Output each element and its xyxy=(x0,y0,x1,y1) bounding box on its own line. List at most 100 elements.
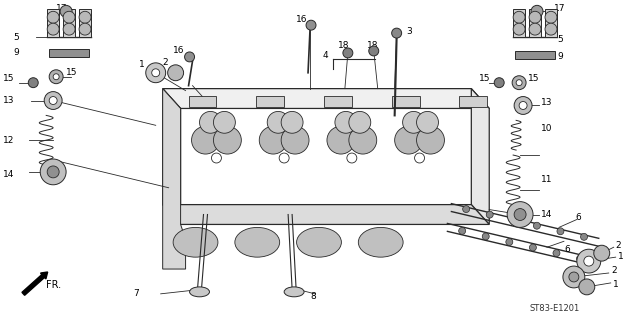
Polygon shape xyxy=(163,89,489,108)
Circle shape xyxy=(281,111,303,133)
Circle shape xyxy=(514,97,532,114)
Text: 1: 1 xyxy=(618,252,623,261)
Circle shape xyxy=(335,111,357,133)
Circle shape xyxy=(529,11,541,23)
Circle shape xyxy=(403,111,425,133)
Bar xyxy=(49,49,89,57)
Circle shape xyxy=(579,279,595,295)
Text: 9: 9 xyxy=(557,52,563,61)
Polygon shape xyxy=(471,89,489,224)
Circle shape xyxy=(458,228,465,234)
Text: 12: 12 xyxy=(3,136,15,145)
Text: 13: 13 xyxy=(3,96,15,105)
Ellipse shape xyxy=(173,228,218,257)
Text: 1: 1 xyxy=(612,280,618,289)
Circle shape xyxy=(279,153,289,163)
Circle shape xyxy=(47,166,59,178)
Circle shape xyxy=(191,126,219,154)
Circle shape xyxy=(563,266,585,288)
Text: 5: 5 xyxy=(557,35,563,44)
Text: 6: 6 xyxy=(576,213,581,222)
Bar xyxy=(515,51,555,59)
Circle shape xyxy=(53,74,59,80)
Circle shape xyxy=(545,23,557,35)
Circle shape xyxy=(513,11,525,23)
Text: 15: 15 xyxy=(528,74,540,83)
Circle shape xyxy=(415,153,425,163)
Circle shape xyxy=(529,244,536,251)
Circle shape xyxy=(392,28,401,38)
Circle shape xyxy=(259,126,287,154)
Circle shape xyxy=(267,111,289,133)
Bar xyxy=(460,96,488,108)
Text: 18: 18 xyxy=(367,41,378,50)
Text: 5: 5 xyxy=(13,33,19,42)
Ellipse shape xyxy=(190,287,209,297)
Circle shape xyxy=(47,11,59,23)
Circle shape xyxy=(557,228,564,235)
Text: 16: 16 xyxy=(296,15,307,24)
Circle shape xyxy=(553,250,560,257)
Circle shape xyxy=(200,111,221,133)
Text: ST83-E1201: ST83-E1201 xyxy=(529,304,579,313)
Circle shape xyxy=(576,255,583,262)
Text: 17: 17 xyxy=(554,4,566,13)
Circle shape xyxy=(577,249,601,273)
Circle shape xyxy=(281,126,309,154)
Text: 14: 14 xyxy=(541,210,552,219)
Circle shape xyxy=(49,70,63,84)
Circle shape xyxy=(495,78,504,88)
Circle shape xyxy=(29,78,38,88)
Circle shape xyxy=(463,206,470,212)
Text: 15: 15 xyxy=(479,74,491,83)
Circle shape xyxy=(513,23,525,35)
Circle shape xyxy=(584,256,594,266)
Ellipse shape xyxy=(284,287,304,297)
Circle shape xyxy=(40,159,66,185)
Circle shape xyxy=(533,222,540,229)
Circle shape xyxy=(486,211,493,218)
Circle shape xyxy=(369,46,378,56)
Circle shape xyxy=(347,153,357,163)
Bar xyxy=(256,96,284,108)
Text: 1: 1 xyxy=(139,60,145,69)
Bar xyxy=(529,9,541,37)
Text: 3: 3 xyxy=(406,27,412,36)
Circle shape xyxy=(212,153,221,163)
Circle shape xyxy=(349,111,371,133)
Circle shape xyxy=(152,69,160,77)
Text: 9: 9 xyxy=(13,48,19,57)
Circle shape xyxy=(184,52,195,62)
Circle shape xyxy=(507,202,533,228)
Circle shape xyxy=(214,111,235,133)
Circle shape xyxy=(512,76,526,90)
Text: 2: 2 xyxy=(612,266,618,275)
Polygon shape xyxy=(163,89,181,224)
Circle shape xyxy=(167,65,184,81)
Circle shape xyxy=(146,63,165,83)
Text: 4: 4 xyxy=(323,52,328,60)
Circle shape xyxy=(79,11,91,23)
Text: 2: 2 xyxy=(616,241,621,250)
Text: 18: 18 xyxy=(338,41,349,50)
Text: 2: 2 xyxy=(163,58,168,67)
Bar xyxy=(513,9,525,37)
Text: 15: 15 xyxy=(66,68,77,77)
Text: 14: 14 xyxy=(3,170,15,180)
Bar xyxy=(392,96,420,108)
Text: 15: 15 xyxy=(3,74,15,83)
Circle shape xyxy=(49,97,57,105)
Circle shape xyxy=(417,111,439,133)
Text: 13: 13 xyxy=(541,98,552,107)
Text: FR.: FR. xyxy=(46,280,61,290)
Circle shape xyxy=(519,101,527,109)
Circle shape xyxy=(214,126,242,154)
Text: 8: 8 xyxy=(310,292,316,301)
Circle shape xyxy=(506,238,513,245)
Ellipse shape xyxy=(297,228,341,257)
Circle shape xyxy=(510,217,517,224)
Bar xyxy=(63,9,75,37)
Circle shape xyxy=(63,23,75,35)
Text: 7: 7 xyxy=(133,289,139,298)
Circle shape xyxy=(63,11,75,23)
